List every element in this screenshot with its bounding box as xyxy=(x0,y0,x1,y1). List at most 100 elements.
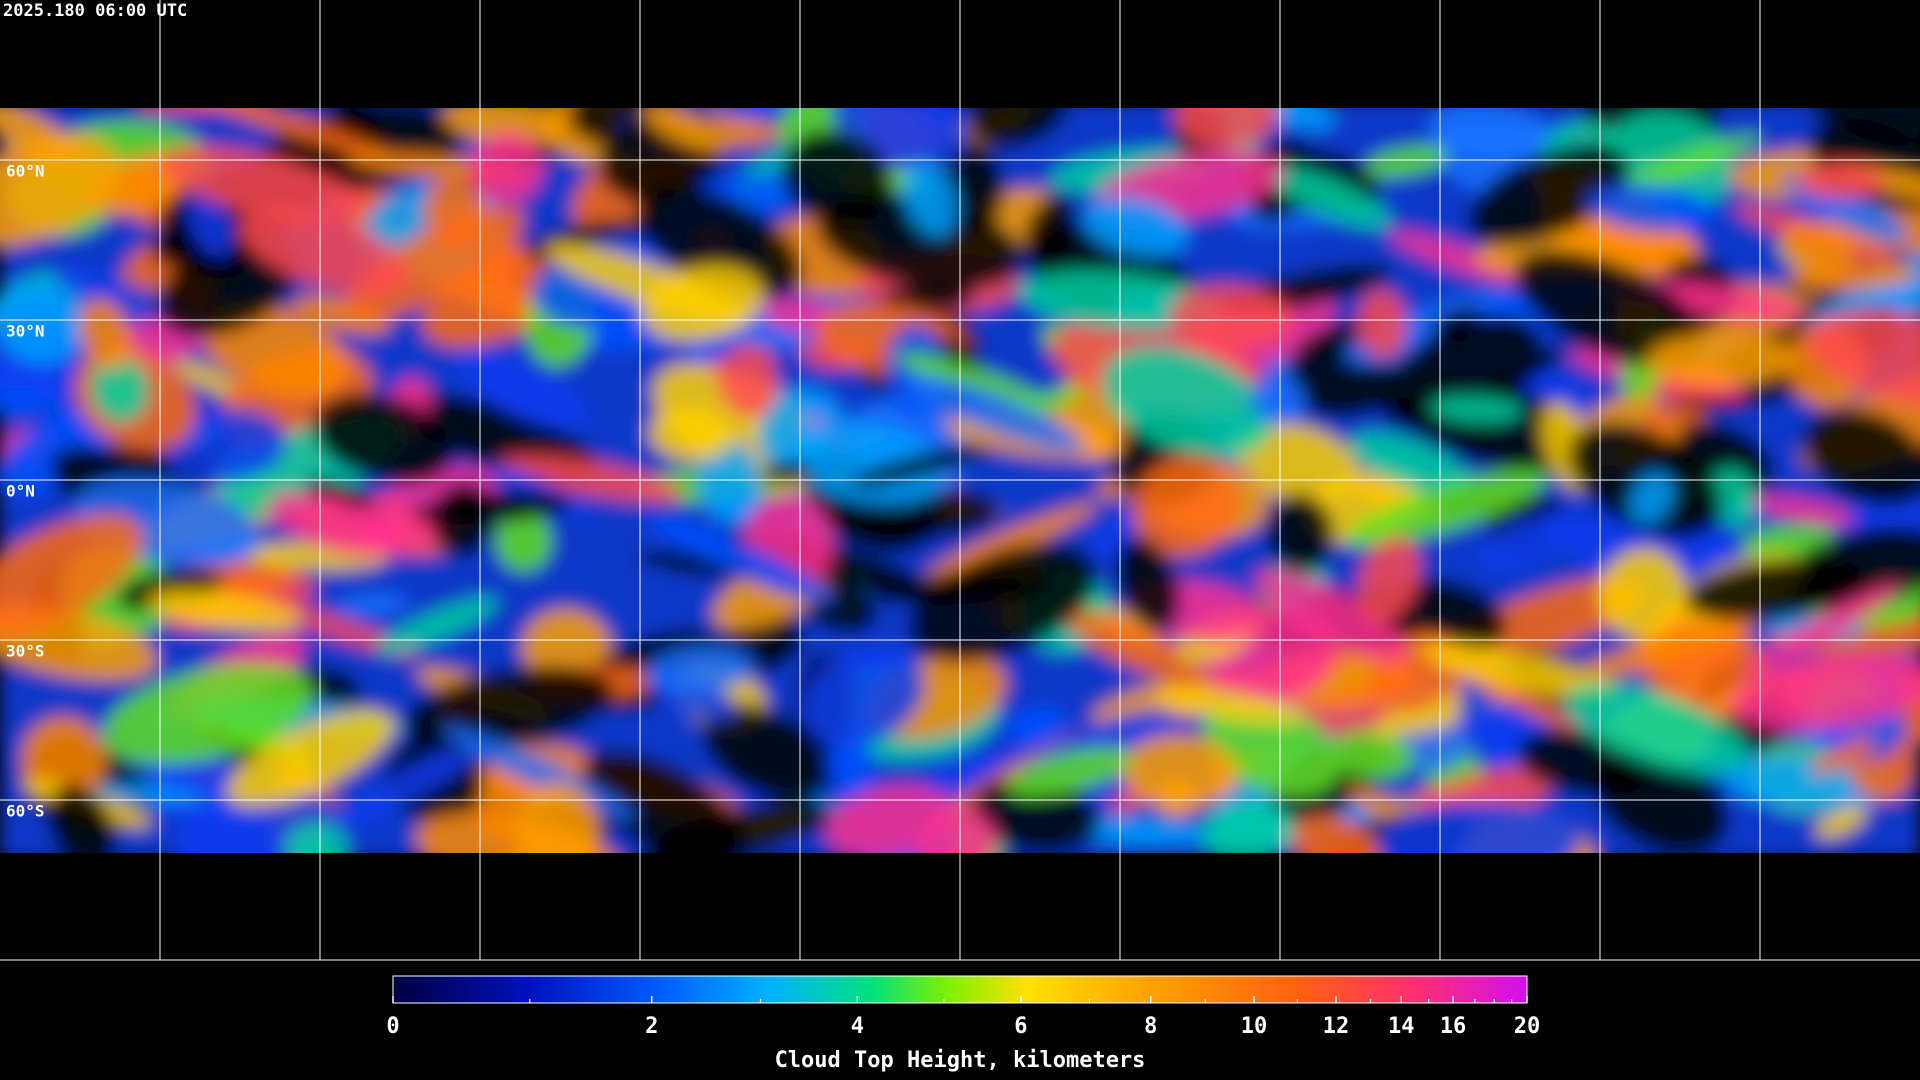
cloud-blob xyxy=(1807,310,1920,409)
cloud-blob xyxy=(267,492,403,557)
cloud-blob xyxy=(1732,652,1920,731)
cloud-blob xyxy=(442,725,637,821)
cloud-blob xyxy=(79,298,132,370)
cloud-blob xyxy=(1005,706,1067,748)
cloud-blob xyxy=(1599,548,1687,639)
cloud-blob xyxy=(1564,683,1750,775)
cloud-blob xyxy=(1132,456,1239,558)
cloud-blob xyxy=(1586,184,1715,232)
cloud-blob xyxy=(285,823,349,853)
cloud-blob xyxy=(1348,431,1473,495)
cloud-blob xyxy=(90,353,150,423)
cloud-blob xyxy=(581,750,744,853)
cloud-blob xyxy=(643,108,726,152)
cloud-blob xyxy=(1250,374,1306,426)
cloud-blob xyxy=(1629,472,1675,525)
timestamp: 2025.180 06:00 UTC xyxy=(3,1,187,21)
colorbar-tick-label: 6 xyxy=(1014,1014,1027,1039)
cloud-blob xyxy=(971,777,1100,853)
cloud-blob xyxy=(1173,108,1279,149)
cloud-blob xyxy=(635,186,803,299)
cloud-blob xyxy=(293,295,391,335)
cloud-blob xyxy=(871,572,1053,606)
cloud-blob xyxy=(900,374,1085,451)
colorbar-tick-label: 2 xyxy=(645,1014,658,1039)
cloud-blob xyxy=(156,238,298,337)
cloud-blob xyxy=(442,108,564,146)
cloud-blob xyxy=(1549,498,1758,597)
cloud-blob xyxy=(1598,134,1761,200)
cloud-blob xyxy=(1264,164,1392,229)
latitude-label: 0°N xyxy=(6,482,35,501)
graticule xyxy=(0,0,1920,960)
cloud-blob xyxy=(1752,495,1854,525)
cloud-blob xyxy=(781,130,893,225)
cloud-blob xyxy=(1815,805,1867,839)
cloud-blob xyxy=(1357,289,1407,358)
cloud-blob xyxy=(1200,802,1296,853)
cloud-blob xyxy=(701,703,829,803)
cloud-blob xyxy=(1023,194,1076,270)
cloud-blob xyxy=(648,406,735,462)
cloud-blob xyxy=(1376,800,1580,853)
cloud-blob xyxy=(173,359,247,400)
cloud-blob xyxy=(1803,408,1920,507)
colorbar-tick-label: 14 xyxy=(1388,1014,1415,1039)
cloud-blob xyxy=(147,589,302,632)
cloud-blob xyxy=(334,735,495,828)
latitude-label: 30°N xyxy=(6,322,45,341)
cloud-blob xyxy=(800,646,925,748)
cloud-blob xyxy=(192,108,391,158)
colorbar-tick-label: 20 xyxy=(1514,1014,1541,1039)
colorbar-tick-label: 10 xyxy=(1241,1014,1268,1039)
cloud-blob xyxy=(645,644,754,694)
cloud-blob xyxy=(175,788,346,853)
cloud-blob xyxy=(786,420,947,506)
latitude-label: 60°S xyxy=(6,802,45,821)
colorbar-tick-label: 4 xyxy=(851,1014,864,1039)
cloud-blob xyxy=(1513,249,1706,369)
cloud-blob xyxy=(1421,643,1621,700)
cloud-blob xyxy=(162,408,287,483)
cloud-blob xyxy=(1810,737,1876,775)
cloud-blob xyxy=(697,439,762,525)
cloud-blob xyxy=(1365,145,1448,178)
cloud-blob xyxy=(924,502,1098,580)
cloud-blob xyxy=(0,514,144,641)
cloud-blob xyxy=(1169,284,1293,350)
cloud-blob xyxy=(1357,535,1420,622)
cloud-blob xyxy=(0,134,120,247)
cloud-blob xyxy=(1291,815,1384,853)
colorbar-tick-label: 16 xyxy=(1440,1014,1467,1039)
cloud-blob xyxy=(896,352,1049,409)
cloud-blob xyxy=(337,592,409,617)
cloud-blob xyxy=(1017,270,1220,331)
cloud-blob xyxy=(312,393,453,485)
cloud-blob xyxy=(495,510,552,573)
cloud-blob xyxy=(238,207,409,295)
cloud-blob xyxy=(908,543,1098,661)
cloud-blob xyxy=(47,784,116,853)
cloud-blob xyxy=(1225,108,1336,130)
cloud-blob xyxy=(499,454,684,502)
cloud-blob xyxy=(1477,514,1571,571)
cloud-blob xyxy=(903,159,958,238)
cloud-blob xyxy=(1552,615,1763,687)
cloud-blob xyxy=(1711,466,1758,528)
colorbar-label: Cloud Top Height, kilometers xyxy=(775,1048,1146,1073)
latitude-label: 30°S xyxy=(6,642,45,661)
cloud-blob xyxy=(1202,699,1341,798)
colorbar xyxy=(392,975,1528,1004)
cloud-blob xyxy=(1428,395,1523,424)
cloud-blob xyxy=(226,710,395,808)
cloud-blob xyxy=(1154,688,1305,724)
cloud-blob xyxy=(967,108,1069,148)
cloud-blob xyxy=(160,145,365,223)
cloud-blob xyxy=(1267,493,1334,574)
cloud-blob xyxy=(641,264,764,342)
cloud-blob xyxy=(1786,263,1920,291)
cloud-blob xyxy=(469,132,544,204)
cloud-blob xyxy=(1101,346,1273,458)
cloud-blob xyxy=(713,108,814,126)
